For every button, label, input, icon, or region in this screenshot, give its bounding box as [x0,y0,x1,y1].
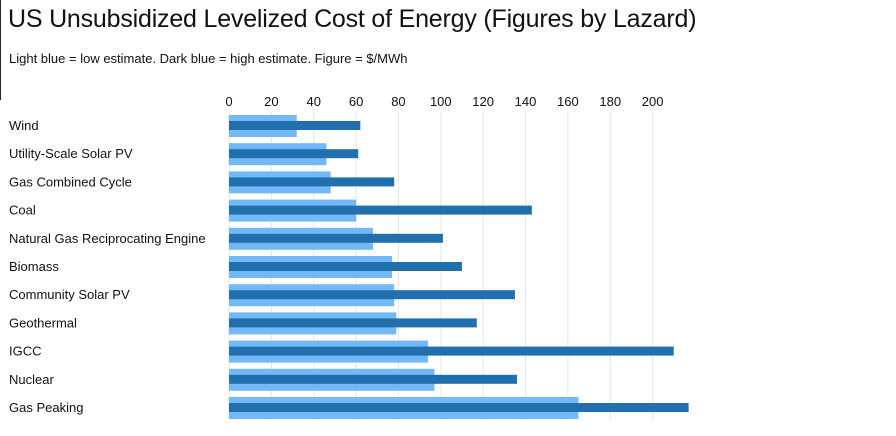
category-label: Utility-Scale Solar PV [9,146,133,161]
bar-high-estimate [229,262,462,271]
bar-high-estimate [229,403,689,412]
category-label: Geothermal [9,315,77,330]
x-tick-label: 200 [642,94,664,109]
x-tick-label: 80 [391,94,405,109]
x-tick-label: 180 [599,94,621,109]
category-label: Gas Combined Cycle [9,174,132,189]
bar-high-estimate [229,149,359,159]
x-axis-ticks: 0 20 40 60 80 100 120 140 160 180 200 [225,94,663,109]
left-edge-rule [0,0,1,100]
x-tick-label: 140 [515,94,537,109]
category-label: Community Solar PV [9,287,130,302]
category-labels: Wind Utility-Scale Solar PV Gas Combined C… [9,118,206,415]
x-tick-label: 60 [349,94,363,109]
bar-high-estimate [229,233,443,243]
x-tick-label: 40 [306,94,320,109]
category-label: Nuclear [9,372,54,387]
category-label: Natural Gas Reciprocating Engine [9,231,206,246]
bar-high-estimate [229,205,532,215]
bar-high-estimate [229,318,477,328]
bars [229,115,689,419]
bar-high-estimate [229,290,515,300]
category-label: Wind [9,118,39,133]
x-tick-label: 160 [557,94,579,109]
bar-high-estimate [229,177,395,187]
bar-high-estimate [229,374,518,384]
bar-high-estimate [229,346,674,356]
x-tick-label: 120 [472,94,494,109]
x-tick-label: 100 [430,94,452,109]
x-tick-label: 20 [264,94,278,109]
x-tick-label: 0 [225,94,232,109]
category-label: Coal [9,203,36,218]
category-label: IGCC [9,344,42,359]
category-label: Biomass [9,259,59,274]
category-label: Gas Peaking [9,400,83,415]
chart-title: US Unsubsidized Levelized Cost of Energy… [8,5,697,33]
bar-high-estimate [229,121,361,130]
chart-subtitle: Light blue = low estimate. Dark blue = h… [9,51,408,66]
